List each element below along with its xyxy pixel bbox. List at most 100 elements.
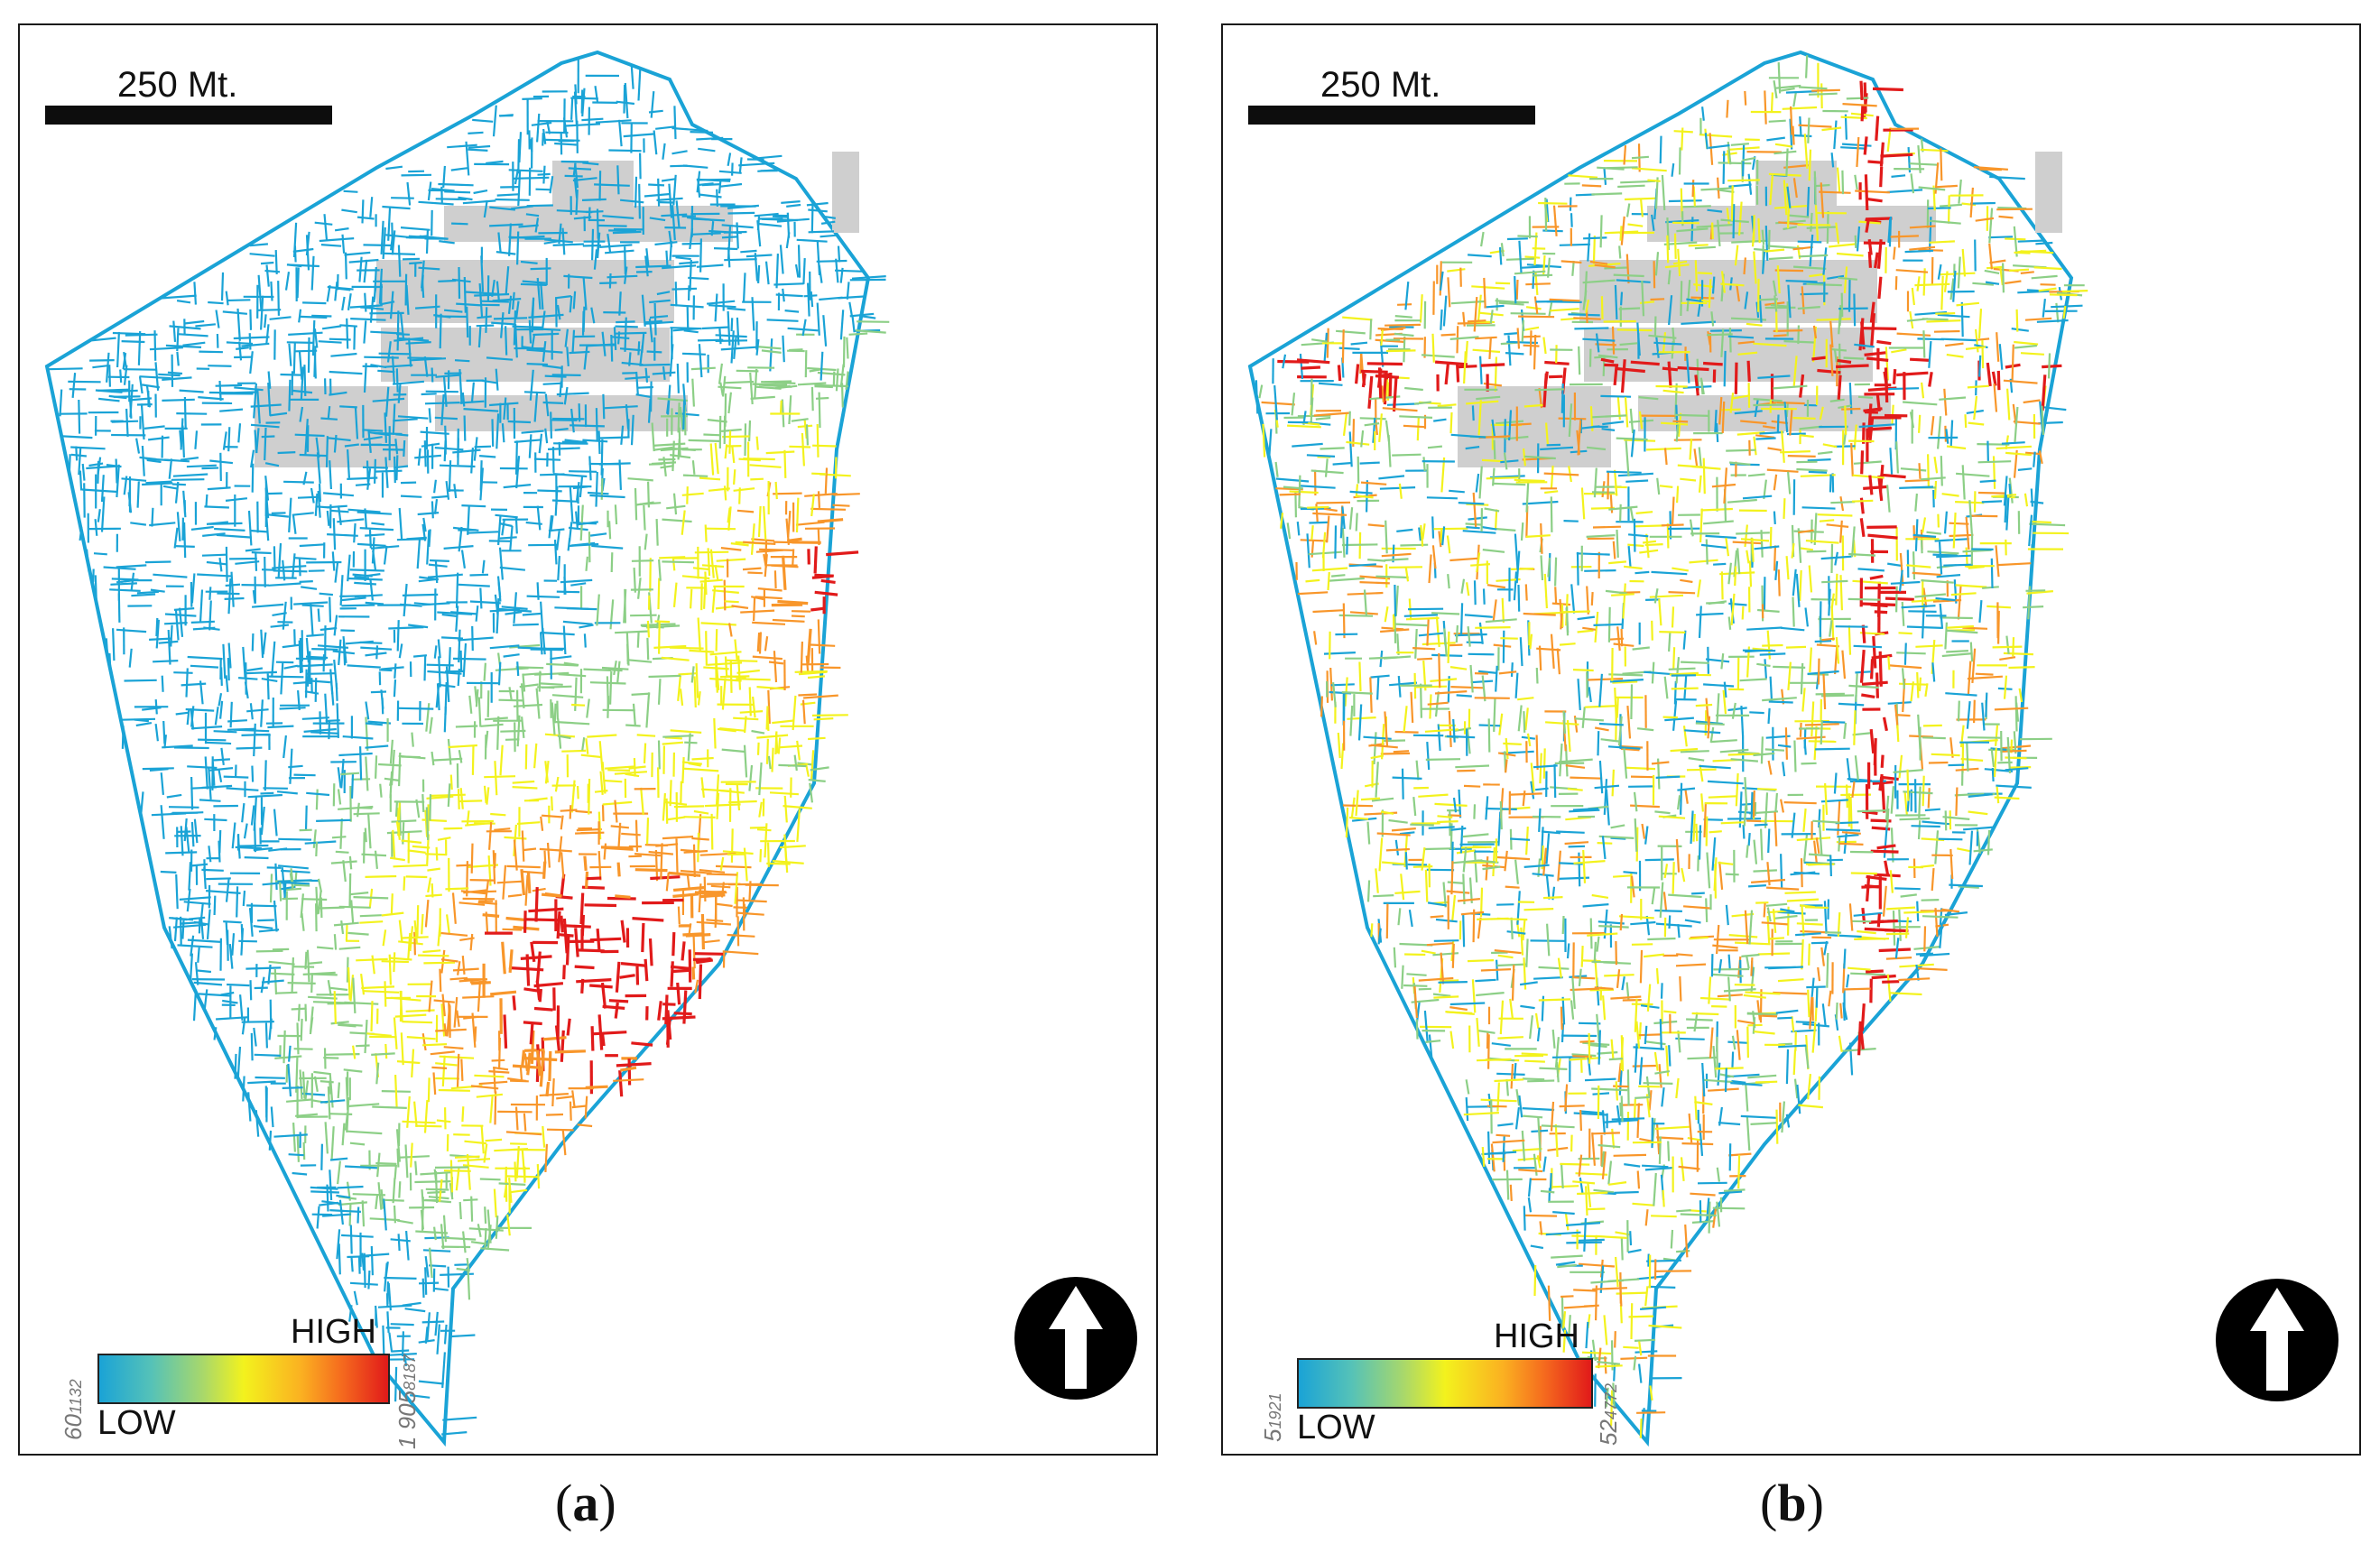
street-segment: [586, 698, 590, 718]
street-segment: [512, 325, 542, 328]
street-segment: [618, 1070, 624, 1097]
street-segment: [214, 707, 219, 726]
street-segment: [414, 1180, 451, 1184]
street-segment: [384, 1043, 388, 1059]
street-segment: [1594, 1373, 1597, 1407]
street-segment: [201, 868, 224, 872]
street-segment: [1964, 414, 1968, 428]
street-segment: [1418, 793, 1449, 798]
street-segment: [508, 1178, 513, 1203]
street-segment: [246, 667, 264, 672]
street-segment: [486, 787, 490, 805]
street-segment: [336, 1194, 351, 1199]
street-segment: [1996, 784, 2032, 789]
street-segment: [601, 331, 607, 356]
street-segment: [687, 733, 691, 762]
street-segment: [536, 113, 541, 143]
street-segment: [1958, 885, 1979, 889]
street-segment: [465, 291, 499, 295]
street-segment: [1801, 506, 1836, 510]
street-segment: [1648, 1090, 1653, 1111]
street-segment: [106, 352, 110, 383]
street-segment: [370, 1245, 374, 1276]
street-segment: [754, 212, 779, 217]
street-segment: [791, 610, 811, 613]
street-segment: [1544, 360, 1570, 365]
street-segment: [396, 620, 400, 652]
street-segment: [1774, 269, 1804, 273]
street-segment: [1852, 732, 1871, 736]
street-segment: [1294, 491, 1297, 518]
street-segment: [1616, 328, 1653, 332]
street-segment: [195, 323, 217, 328]
street-segment: [334, 282, 338, 301]
street-segment: [1382, 739, 1406, 743]
street-segment: [514, 1161, 517, 1182]
street-segment: [1426, 742, 1431, 771]
street-segment: [677, 675, 681, 702]
street-segment: [505, 266, 510, 295]
street-segment: [116, 464, 120, 498]
street-segment: [510, 1142, 527, 1145]
street-segment: [257, 274, 263, 310]
street-segment: [1551, 1029, 1556, 1049]
street-segment: [616, 320, 635, 324]
street-segment: [428, 1196, 449, 1200]
street-segment: [653, 130, 658, 155]
street-segment: [171, 917, 188, 921]
street-segment: [496, 880, 523, 884]
street-segment: [340, 596, 366, 602]
street-segment: [655, 125, 676, 130]
street-segment: [408, 235, 434, 239]
street-segment: [675, 838, 679, 875]
street-segment: [1799, 434, 1814, 439]
street-segment: [305, 231, 310, 256]
street-segment: [1895, 269, 1929, 273]
street-segment: [100, 496, 106, 532]
street-segment: [208, 587, 212, 600]
street-segment: [1811, 356, 1827, 361]
street-segment: [1655, 967, 1660, 984]
street-segment: [393, 418, 418, 422]
legend-color-ramp: [97, 1354, 390, 1404]
street-segment: [1576, 551, 1579, 586]
street-segment: [225, 583, 241, 587]
street-segment: [583, 345, 588, 370]
street-segment: [748, 764, 754, 791]
street-segment: [316, 452, 321, 484]
street-segment: [216, 1016, 249, 1021]
street-segment: [1428, 1034, 1433, 1058]
street-segment: [442, 376, 448, 407]
street-segment: [365, 701, 370, 720]
street-segment: [601, 804, 605, 822]
street-segment: [1949, 278, 1955, 300]
street-segment: [1437, 724, 1441, 752]
street-segment: [230, 571, 235, 607]
street-segment: [128, 648, 133, 668]
street-segment: [1381, 626, 1404, 631]
street-segment: [1747, 1074, 1777, 1079]
street-segment: [752, 655, 783, 661]
street-segment: [625, 375, 651, 380]
street-segment: [403, 1353, 408, 1367]
street-segment: [730, 330, 735, 364]
street-segment: [433, 498, 439, 514]
street-segment: [261, 435, 275, 439]
street-segment: [1497, 1123, 1514, 1127]
street-segment: [433, 479, 437, 494]
street-segment: [1672, 327, 1676, 346]
street-segment: [759, 848, 763, 863]
street-segment: [1866, 426, 1893, 431]
street-segment: [798, 670, 828, 676]
street-segment: [662, 143, 666, 160]
street-segment: [703, 433, 722, 437]
street-segment: [1447, 268, 1466, 273]
street-segment: [1553, 763, 1557, 799]
street-segment: [617, 822, 622, 850]
street-segment: [1927, 454, 1930, 489]
street-segment: [1773, 511, 1776, 524]
street-segment: [645, 692, 651, 728]
street-segment: [1792, 417, 1816, 420]
street-segment: [1986, 829, 1991, 855]
street-segment: [1607, 745, 1641, 750]
